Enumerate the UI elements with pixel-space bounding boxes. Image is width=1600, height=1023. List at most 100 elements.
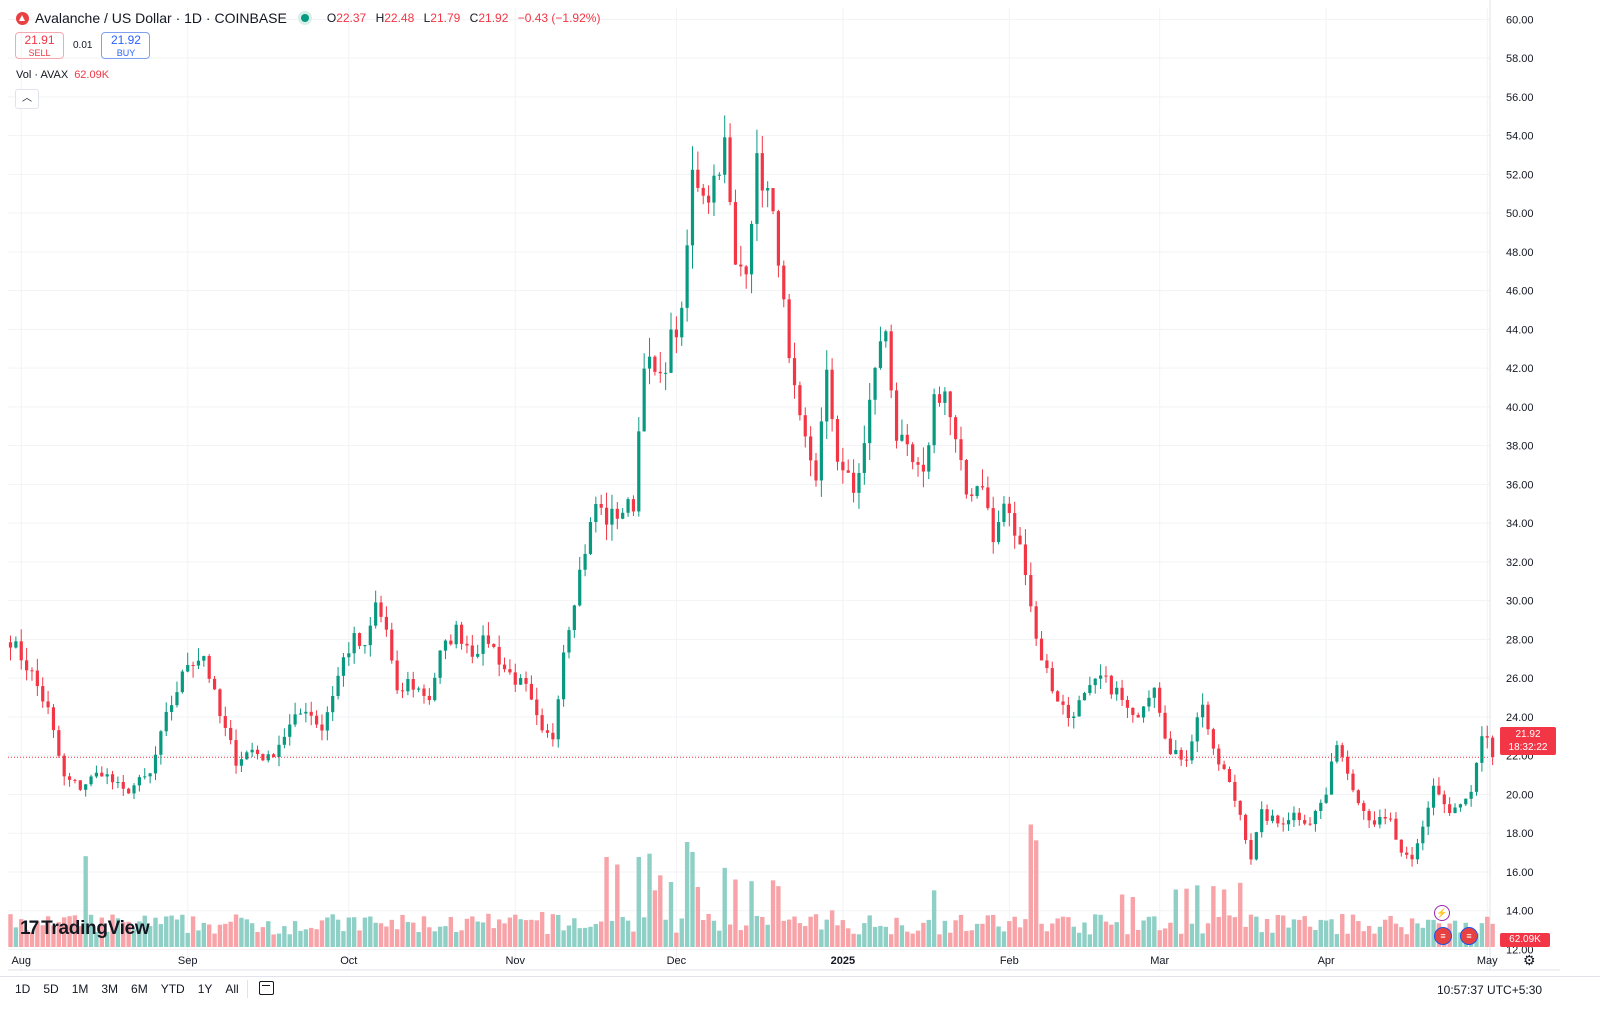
candle-body [1050, 668, 1054, 692]
x-tick-label: 2025 [831, 955, 855, 967]
volume-bar [190, 916, 196, 947]
candle-body [798, 385, 802, 416]
candle-body [137, 777, 141, 786]
candle-body [384, 616, 388, 630]
candle-body [894, 390, 899, 441]
volume-bar [856, 934, 862, 947]
candle-body [701, 187, 705, 196]
volume-bar [239, 917, 244, 947]
candle-body [207, 656, 211, 679]
close-label: C [469, 11, 479, 25]
candle-body [218, 689, 222, 717]
us-flag-icon[interactable]: ≡ [1460, 927, 1478, 945]
volume-bar [556, 914, 561, 947]
volume-bar [529, 919, 534, 947]
range-ytd[interactable]: YTD [160, 982, 185, 996]
buy-label: BUY [116, 48, 136, 58]
volume-bar [35, 921, 40, 947]
volume-bar [1178, 933, 1184, 947]
volume-bar [255, 931, 260, 947]
candle-body [196, 660, 201, 666]
trade-panel: 21.91 SELL 0.01 21.92 BUY [15, 32, 151, 59]
volume-bar [147, 926, 153, 947]
volume-tag: 62.09K [1500, 933, 1550, 947]
volume-legend[interactable]: Vol · AVAX 62.09K [16, 69, 109, 81]
range-3m[interactable]: 3M [101, 982, 119, 996]
volume-bar [1211, 886, 1216, 947]
symbol-title[interactable]: Avalanche / US Dollar · 1D · COINBASE [35, 10, 287, 26]
volume-bar [56, 922, 62, 947]
volume-bar [1221, 889, 1227, 947]
volume-bar [658, 875, 663, 947]
volume-bar [110, 914, 115, 947]
candle-body [368, 625, 372, 646]
volume-bar [1425, 919, 1431, 947]
range-6m[interactable]: 6M [131, 982, 148, 996]
candle-body [545, 730, 550, 733]
candle-body [712, 175, 716, 203]
us-flag-icon[interactable]: ≡ [1434, 927, 1452, 945]
candle-body [723, 137, 727, 175]
candle-body [89, 776, 93, 785]
volume-bar [1356, 921, 1361, 947]
candle-body [1437, 785, 1441, 795]
candle-body [1072, 716, 1076, 718]
candle-body [841, 461, 845, 471]
calendar-icon[interactable] [259, 981, 274, 995]
candle-body [1276, 815, 1280, 824]
volume-bar [13, 927, 19, 947]
volume-bar [411, 922, 416, 947]
candle-body [433, 677, 437, 701]
range-selector: 1D 5D 1M 3M 6M YTD 1Y All [15, 982, 252, 996]
candle-body [572, 605, 576, 631]
range-1d[interactable]: 1D [15, 982, 31, 996]
clock[interactable]: 10:57:37 UTC+5:30 [1437, 983, 1543, 997]
volume-label: Vol · AVAX [16, 69, 69, 81]
candle-body [234, 740, 238, 766]
volume-bar [926, 919, 931, 947]
volume-bar [513, 914, 518, 947]
candle-body [835, 419, 840, 462]
candle-body [991, 508, 995, 543]
flash-icon[interactable]: ⚡ [1434, 905, 1450, 921]
candle-body [159, 731, 163, 755]
buy-button[interactable]: 21.92 BUY [101, 32, 151, 59]
candle-body [347, 653, 351, 658]
range-5d[interactable]: 5D [43, 982, 59, 996]
candle-body [1093, 678, 1097, 686]
volume-bar [872, 926, 878, 947]
sell-button[interactable]: 21.91 SELL [15, 32, 64, 59]
range-1m[interactable]: 1M [71, 982, 89, 996]
candle-body [1431, 785, 1436, 808]
range-1y[interactable]: 1Y [197, 982, 213, 996]
volume-bar [948, 932, 953, 947]
volume-bar [169, 915, 174, 947]
volume-bar [727, 924, 733, 947]
gear-icon[interactable]: ⚙ [1523, 952, 1536, 968]
candle-body [1469, 791, 1473, 799]
candle-body [739, 264, 743, 267]
bar-countdown: 18:32:22 [1508, 742, 1548, 753]
volume-bar [631, 931, 636, 947]
range-all[interactable]: All [225, 982, 239, 996]
y-tick-label: 60.00 [1506, 14, 1534, 26]
volume-bar [523, 920, 529, 947]
volume-bar [94, 932, 99, 947]
candle-body [1491, 737, 1495, 758]
candle-body [1319, 802, 1323, 811]
volume-bar [749, 881, 754, 947]
candle-body [73, 779, 77, 781]
volume-bar [1270, 932, 1275, 947]
toolbar-divider [247, 980, 248, 998]
volume-bar [765, 924, 770, 947]
candle-body [1023, 544, 1028, 576]
chevron-up-icon[interactable]: ︿ [15, 89, 39, 109]
candle-body [696, 169, 700, 188]
volume-bar [1103, 921, 1109, 947]
candle-body [1158, 687, 1162, 713]
candle-body [116, 781, 120, 783]
candle-body [261, 754, 265, 761]
candle-body [647, 356, 652, 369]
volume-bar [615, 864, 620, 947]
